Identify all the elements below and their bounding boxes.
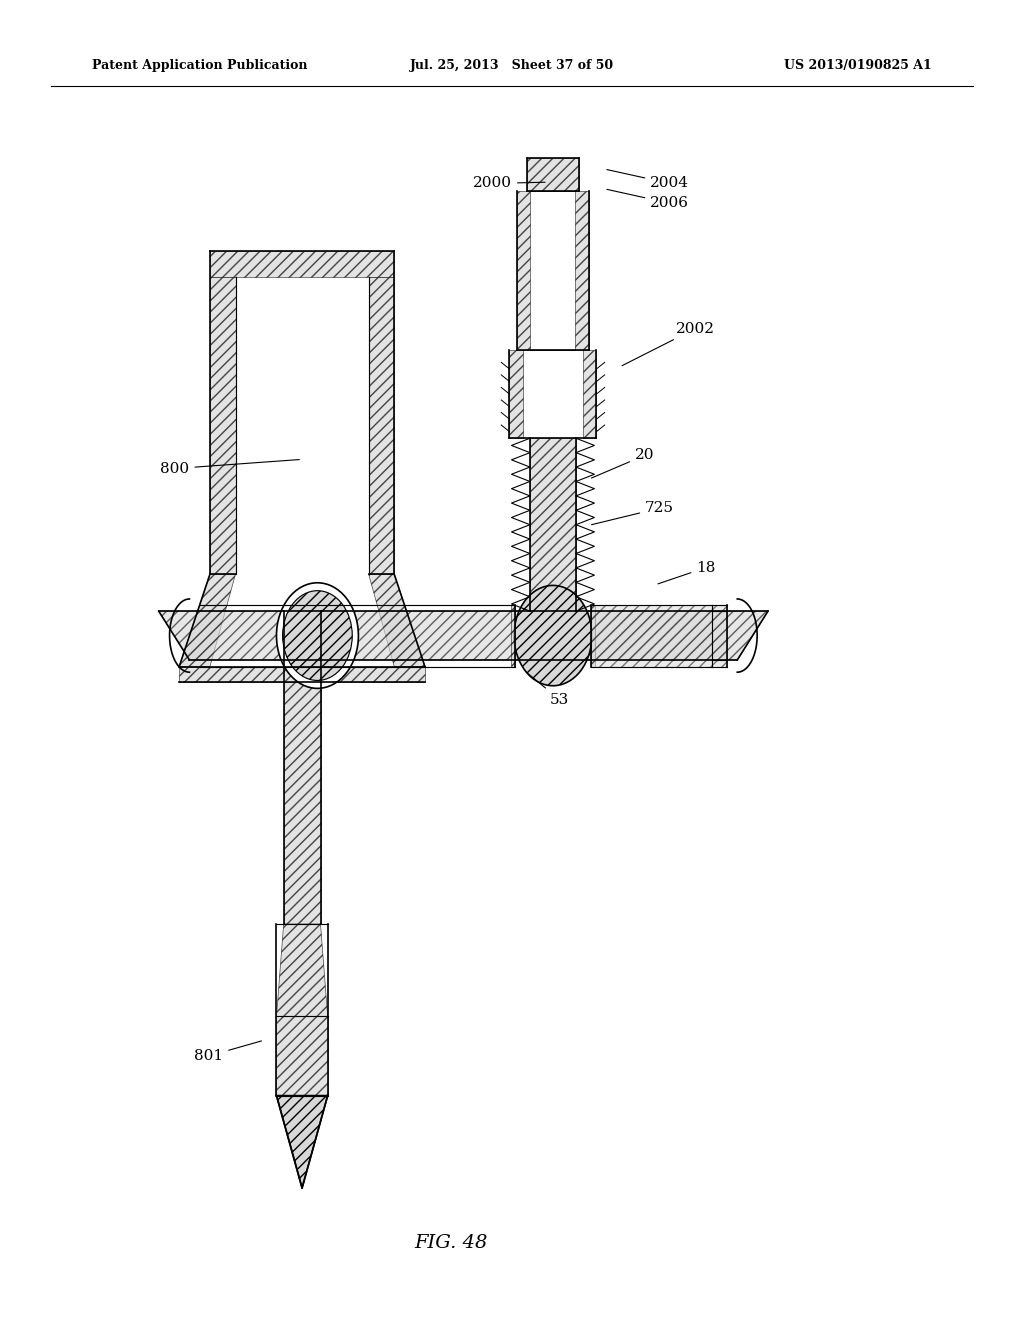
Polygon shape	[210, 277, 236, 574]
Text: 800: 800	[161, 459, 299, 475]
Polygon shape	[284, 682, 321, 924]
Polygon shape	[517, 191, 530, 350]
Circle shape	[514, 586, 592, 686]
Text: Jul. 25, 2013   Sheet 37 of 50: Jul. 25, 2013 Sheet 37 of 50	[410, 59, 614, 73]
Polygon shape	[179, 667, 425, 682]
Polygon shape	[210, 251, 394, 277]
Polygon shape	[369, 574, 425, 667]
Polygon shape	[179, 574, 236, 667]
Polygon shape	[276, 1096, 328, 1188]
Polygon shape	[369, 277, 394, 574]
Circle shape	[276, 583, 358, 689]
Polygon shape	[159, 611, 768, 660]
Polygon shape	[575, 191, 589, 350]
Text: 20: 20	[591, 449, 654, 478]
Polygon shape	[592, 605, 595, 667]
Polygon shape	[527, 158, 579, 191]
Polygon shape	[530, 438, 575, 611]
Text: FIG. 48: FIG. 48	[414, 1234, 487, 1253]
Text: 2000: 2000	[473, 177, 545, 190]
Text: 53: 53	[526, 672, 569, 706]
Polygon shape	[584, 350, 596, 438]
Text: 2002: 2002	[622, 322, 715, 366]
Circle shape	[283, 591, 352, 681]
Text: 2006: 2006	[607, 189, 689, 210]
Polygon shape	[510, 350, 523, 438]
Polygon shape	[511, 605, 515, 667]
Text: 801: 801	[195, 1041, 261, 1063]
Text: 2004: 2004	[607, 169, 689, 190]
Polygon shape	[592, 605, 727, 667]
Text: 18: 18	[658, 561, 716, 583]
Text: Patent Application Publication: Patent Application Publication	[92, 59, 307, 73]
Polygon shape	[276, 924, 328, 1016]
Polygon shape	[276, 1016, 328, 1096]
Text: US 2013/0190825 A1: US 2013/0190825 A1	[784, 59, 932, 73]
Text: 725: 725	[592, 502, 674, 525]
